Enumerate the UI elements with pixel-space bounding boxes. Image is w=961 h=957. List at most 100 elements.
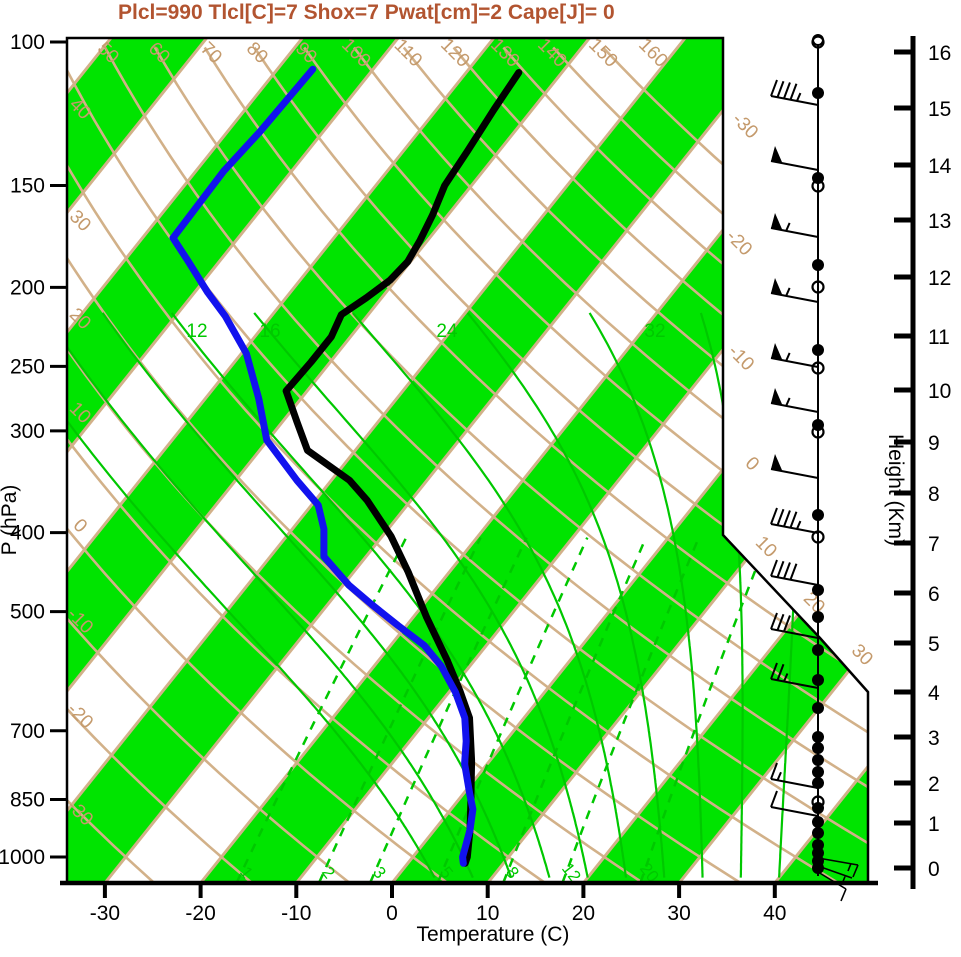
pressure-tick-label: 150	[10, 175, 45, 198]
level-dot	[812, 644, 824, 656]
barb-feather	[783, 562, 791, 579]
temperature-tick-label: 30	[667, 902, 690, 925]
dry-adiabat-label: 150	[584, 34, 621, 71]
moist-adiabat-label: 16	[259, 321, 280, 342]
dry-adiabat	[452, 46, 868, 883]
wind-barb	[770, 146, 819, 171]
barb-feather	[789, 563, 798, 581]
pressure-axis: 100 150 200 250 300 400 500 700 850 1000	[0, 31, 67, 869]
height-tick-label: 12	[928, 267, 951, 290]
wind-barb	[770, 278, 819, 303]
pressure-tick-label: 100	[10, 31, 45, 54]
mixing-ratio-line	[369, 537, 528, 883]
surface-wind-barb	[817, 871, 847, 902]
barb-feather	[783, 510, 791, 527]
height-tick-label: 9	[928, 432, 940, 455]
barb-feather	[776, 508, 785, 526]
barb-half-feather	[776, 771, 782, 781]
height-tick-label: 6	[928, 583, 940, 606]
moist-adiabat	[67, 312, 474, 879]
temperature-tick-label: -30	[90, 902, 120, 925]
chart-title: Plcl=990 Tlcl[C]=7 Shox=7 Pwat[cm]=2 Cap…	[118, 1, 615, 24]
barb-feather	[789, 83, 798, 101]
moist-adiabat	[466, 312, 666, 878]
barb-half-feather	[785, 287, 791, 297]
dry-adiabat	[552, 46, 868, 883]
dry-adiabat	[153, 46, 868, 883]
dry-adiabat	[67, 264, 546, 883]
height-tick-label: 8	[928, 483, 940, 506]
wind-barb	[770, 388, 819, 413]
moist-adiabat-label: 12	[186, 321, 207, 342]
level-dot	[812, 509, 824, 521]
level-dot	[812, 816, 824, 828]
isotherm	[67, 38, 304, 883]
moist-adiabat	[253, 312, 589, 878]
pressure-tick-label: 850	[10, 788, 45, 811]
isotherm	[67, 38, 591, 883]
barb-feather	[770, 790, 778, 808]
isotherm-label: 0	[741, 453, 763, 475]
isotherm-label: -10	[724, 341, 758, 375]
height-tick-label: 0	[928, 858, 940, 881]
barb-pennant	[771, 278, 783, 296]
dry-adiabat	[67, 46, 868, 883]
barb-feather	[783, 615, 791, 632]
pressure-tick-label: 300	[10, 420, 45, 443]
moist-adiabat	[67, 312, 436, 879]
isotherm	[582, 38, 868, 883]
height-tick-label: 7	[928, 533, 940, 556]
temperature-tick-label: -10	[281, 902, 311, 925]
level-dot	[812, 742, 824, 754]
level-circle	[811, 530, 825, 544]
barb-half-feather	[783, 673, 789, 682]
level-dot	[812, 731, 824, 743]
level-circle	[811, 795, 825, 809]
wind-barb	[770, 790, 819, 817]
moist-adiabat	[170, 312, 551, 878]
wind-barb	[770, 762, 819, 789]
dry-adiabat	[67, 373, 448, 883]
barb-half-feather	[796, 520, 802, 530]
level-dot	[812, 584, 824, 596]
barb-pennant	[771, 146, 783, 164]
level-dot	[812, 702, 824, 714]
height-tick-label: 10	[928, 380, 951, 403]
level-circle	[811, 361, 825, 375]
wind-barb	[770, 343, 819, 368]
barb-half-feather	[785, 352, 791, 362]
isotherm-label: 30	[847, 640, 877, 670]
green-band	[67, 38, 399, 883]
mixing-ratio-line	[235, 537, 408, 883]
moist-adiabat-label: 32	[644, 321, 665, 342]
temperature-curve	[282, 69, 523, 867]
mixing-ratio-line	[317, 537, 482, 883]
barb-feather	[776, 80, 785, 98]
height-tick-label: 16	[928, 42, 951, 65]
height-tick-label: 5	[928, 633, 940, 656]
wind-barb	[770, 612, 819, 639]
dry-adiabat	[253, 46, 868, 883]
temperature-tick-label: 10	[476, 902, 499, 925]
barb-pennant	[771, 454, 783, 472]
temperature-axis: -30 -20 -10 0 10 20 30 40	[60, 880, 878, 925]
height-axis-label: Height (Km)	[884, 434, 907, 546]
barb-feather	[776, 613, 785, 631]
wind-barb	[770, 507, 819, 534]
barb-feather	[770, 507, 778, 525]
barb-feather	[770, 662, 778, 680]
temperature-tick-label: 20	[572, 902, 595, 925]
height-tick-label: 4	[928, 682, 940, 705]
pressure-tick-label: 700	[10, 720, 45, 743]
temperature-tick-label: 40	[763, 902, 786, 925]
moist-adiabat	[351, 312, 628, 878]
dry-adiabat	[303, 46, 868, 883]
temperature-tick-label: 0	[386, 902, 398, 925]
barb-feather	[770, 762, 778, 780]
barb-feather	[783, 82, 791, 99]
height-tick-label: 13	[928, 210, 951, 233]
isotherm-label: 10	[751, 532, 781, 562]
isotherm	[103, 38, 783, 883]
wind-barb	[770, 79, 819, 106]
isotherm	[67, 38, 208, 883]
